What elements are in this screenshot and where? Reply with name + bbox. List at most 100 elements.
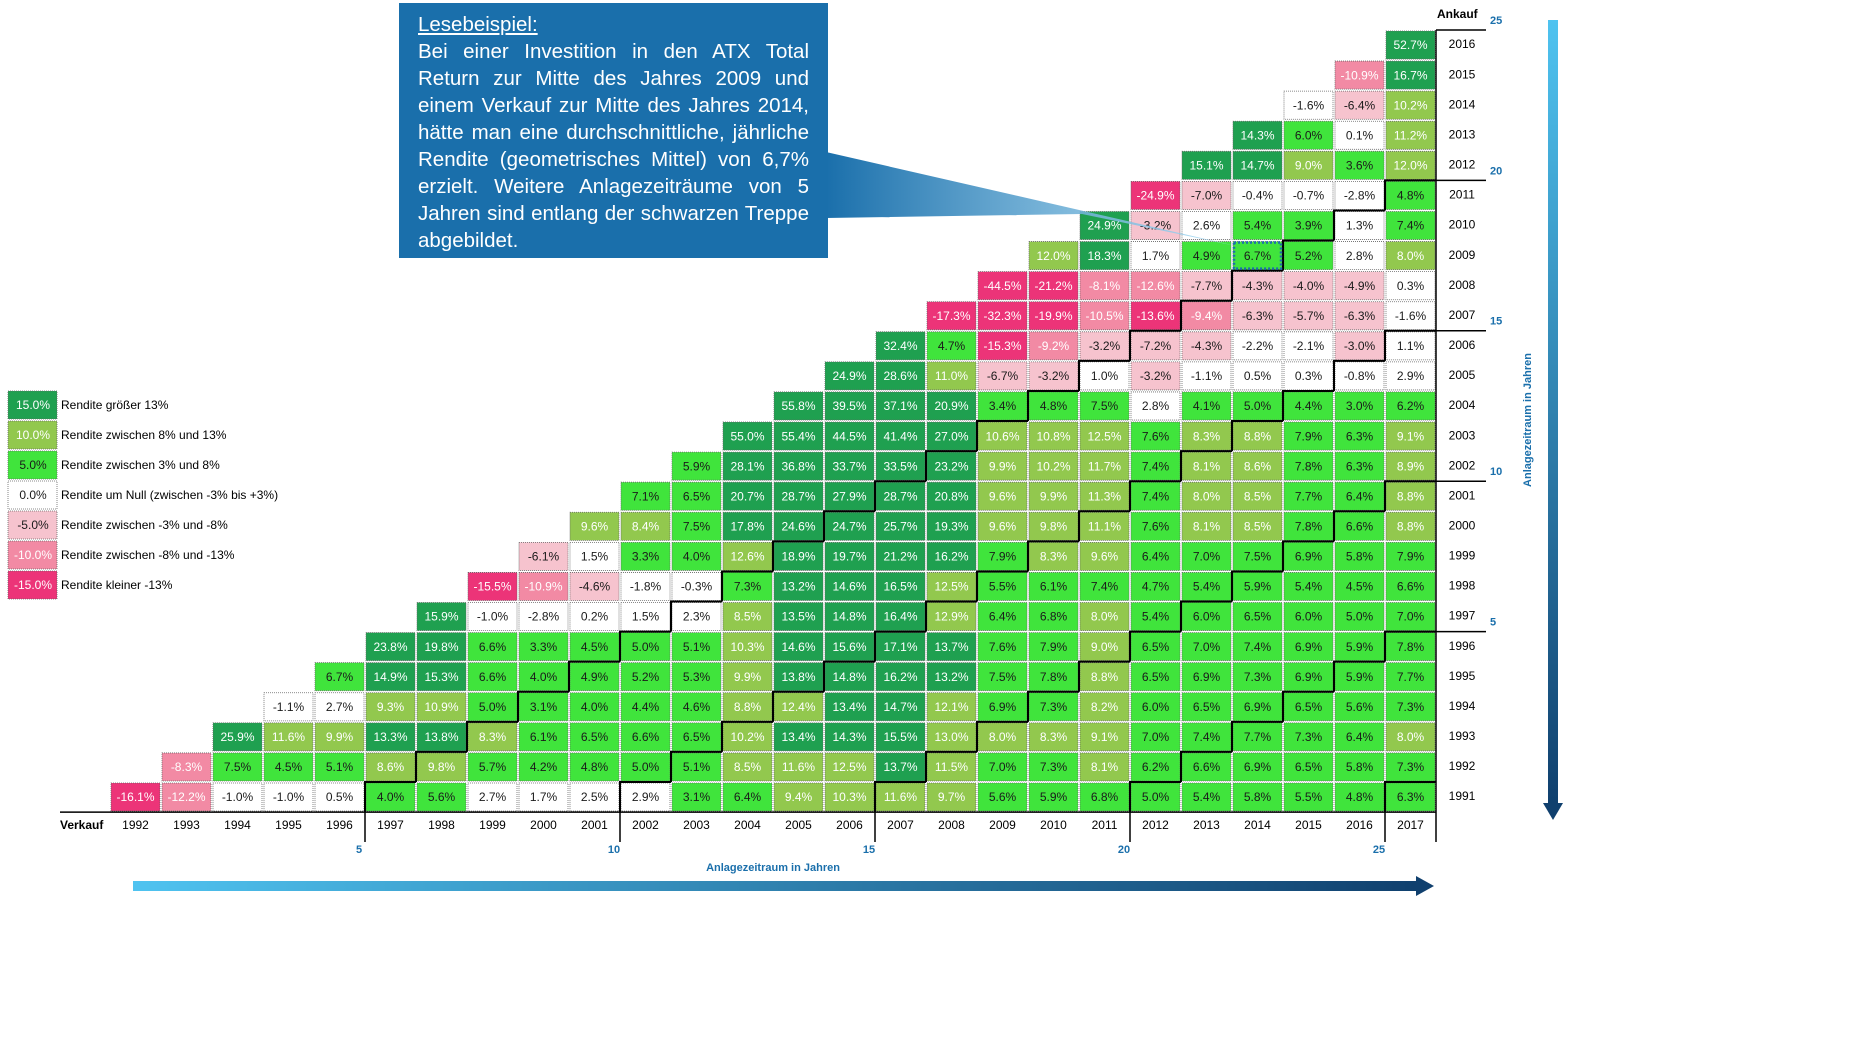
cell-value: 7.0% [1142,730,1170,744]
verkauf-year: 2000 [530,818,557,832]
verkauf-year: 2017 [1397,818,1424,832]
cell-value: 4.0% [581,700,609,714]
legend-label: Rendite kleiner -13% [61,578,173,592]
cell-value: 8.5% [734,610,762,624]
duration-label: 15 [1490,316,1502,328]
cell-value: 8.1% [1193,519,1221,533]
cell-value: 6.7% [1244,249,1272,263]
cell-value: -24.9% [1136,189,1174,203]
cell-value: 39.5% [832,399,866,413]
verkauf-year: 1995 [275,818,302,832]
cell-value: 4.5% [275,760,303,774]
legend-label: Rendite zwischen -8% und -13% [61,548,235,562]
cell [926,722,977,752]
cell [926,572,977,601]
cell [1385,662,1436,692]
cell [773,481,824,511]
duration-label: 20 [1118,844,1130,856]
cell [977,541,1028,571]
cell [212,752,263,782]
cell-value: 7.9% [1397,550,1425,564]
cell [263,692,314,722]
cell-value: 6.5% [581,730,609,744]
cell [977,632,1028,662]
stair [976,720,1028,752]
verkauf-year: 2004 [734,818,761,832]
stair [517,690,569,722]
cell [824,451,875,481]
cell [1283,331,1334,361]
stair [1282,239,1334,271]
stair [364,781,416,813]
verkauf-year: 2005 [785,818,812,832]
cell [824,572,875,601]
cell-value: 1.3% [1346,219,1374,233]
cell-value: 33.7% [832,459,866,473]
cell [1028,511,1079,541]
cell [1079,271,1130,301]
cell-value: -3.2% [1038,369,1070,383]
cell [773,421,824,451]
legend-swatch-value: 15.0% [16,398,50,412]
cell [773,722,824,752]
cell [1385,391,1436,421]
cell-value: 10.2% [1393,98,1427,112]
verkauf-year: 2006 [836,818,863,832]
cell-value: 5.9% [683,459,711,473]
cell-value: 23.2% [934,459,968,473]
cell [569,722,620,752]
cell-value: -8.1% [1089,279,1121,293]
cell-value: -1.1% [273,700,305,714]
cell-value: 13.8% [781,670,815,684]
legend-swatch [7,390,58,420]
cell [1334,331,1385,361]
cell [977,662,1028,692]
cell-value: 3.3% [530,640,558,654]
cell-value: 6.4% [734,790,762,804]
cell-value: 20.7% [730,489,764,503]
cell [1283,120,1334,150]
cell-value: 6.3% [1346,429,1374,443]
arrow-h-head [1416,876,1434,896]
cell [416,722,467,752]
cell [773,662,824,692]
legend-label: Rendite zwischen -3% und -8% [61,518,228,532]
verkauf-year: 2008 [938,818,965,832]
cell [314,662,365,692]
cell-value: 55.4% [781,429,815,443]
cell-value: 8.8% [1397,519,1425,533]
cell [467,602,518,632]
cell-value: 0.5% [1244,369,1272,383]
cell [1130,451,1181,481]
cell-value: 6.8% [1040,610,1068,624]
cell [1334,481,1385,511]
stair [1333,660,1385,692]
verkauf-year: 1992 [122,818,149,832]
stair [1078,359,1130,391]
cell [1283,541,1334,571]
cell [467,692,518,722]
cell-value: 20.9% [934,399,968,413]
cell-value: 8.1% [1193,459,1221,473]
cell-value: -17.3% [932,309,970,323]
cell-value: 6.4% [989,610,1017,624]
cell-value: 9.6% [989,519,1017,533]
cell [1283,632,1334,662]
cell [1385,241,1436,271]
cell-value: 2.3% [683,610,711,624]
cell [467,722,518,752]
cell-value: 9.6% [581,519,609,533]
cell-value: 8.5% [734,760,762,774]
cell-value: 5.9% [1346,670,1374,684]
cell-value: 16.7% [1393,68,1427,82]
cell [467,572,518,601]
cell-value: 4.4% [1295,399,1323,413]
ankauf-year: 2016 [1449,37,1476,51]
cell-value: 1.1% [1397,339,1425,353]
cell [1130,602,1181,632]
cell [773,632,824,662]
cell [1385,331,1436,361]
cell-value: 8.2% [1091,700,1119,714]
cell-value: 7.5% [989,670,1017,684]
cell-value: 0.5% [326,790,354,804]
